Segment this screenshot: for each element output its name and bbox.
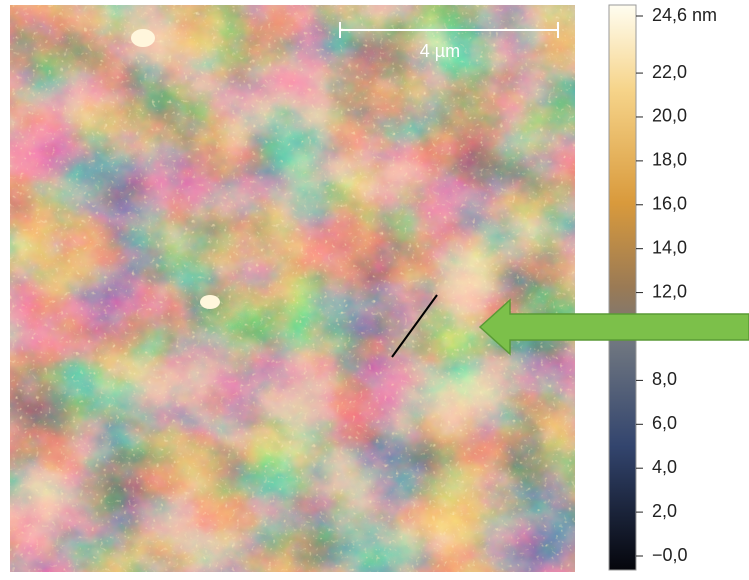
page: {"image": {"scale_bar": "4 µm"}, "colorb… bbox=[0, 0, 749, 575]
tick-label: −0,0 bbox=[652, 545, 688, 565]
tick-label: 4,0 bbox=[652, 457, 677, 477]
tick-label: 22,0 bbox=[652, 62, 687, 82]
tick-label: 24,6 nm bbox=[652, 5, 717, 25]
figure: 4 µm 24,6 nm 22,0 20,0 18,0 16,0 14,0 12,0 8,0 6… bbox=[0, 0, 749, 575]
tick-label: 6,0 bbox=[652, 413, 677, 433]
tick-label: 20,0 bbox=[652, 106, 687, 126]
tick-label: 18,0 bbox=[652, 150, 687, 170]
tick-label: 12,0 bbox=[652, 281, 687, 301]
colorbar-ticks: 24,6 nm 22,0 20,0 18,0 16,0 14,0 12,0 8,0 6,0 4,0… bbox=[636, 5, 717, 565]
scale-bar-label: 4 µm bbox=[420, 41, 460, 61]
colorbar bbox=[609, 5, 636, 570]
tick-label: 14,0 bbox=[652, 237, 687, 257]
tick-label: 2,0 bbox=[652, 501, 677, 521]
tick-label: 8,0 bbox=[652, 369, 677, 389]
tick-label: 16,0 bbox=[652, 194, 687, 214]
afm-image bbox=[10, 5, 575, 572]
